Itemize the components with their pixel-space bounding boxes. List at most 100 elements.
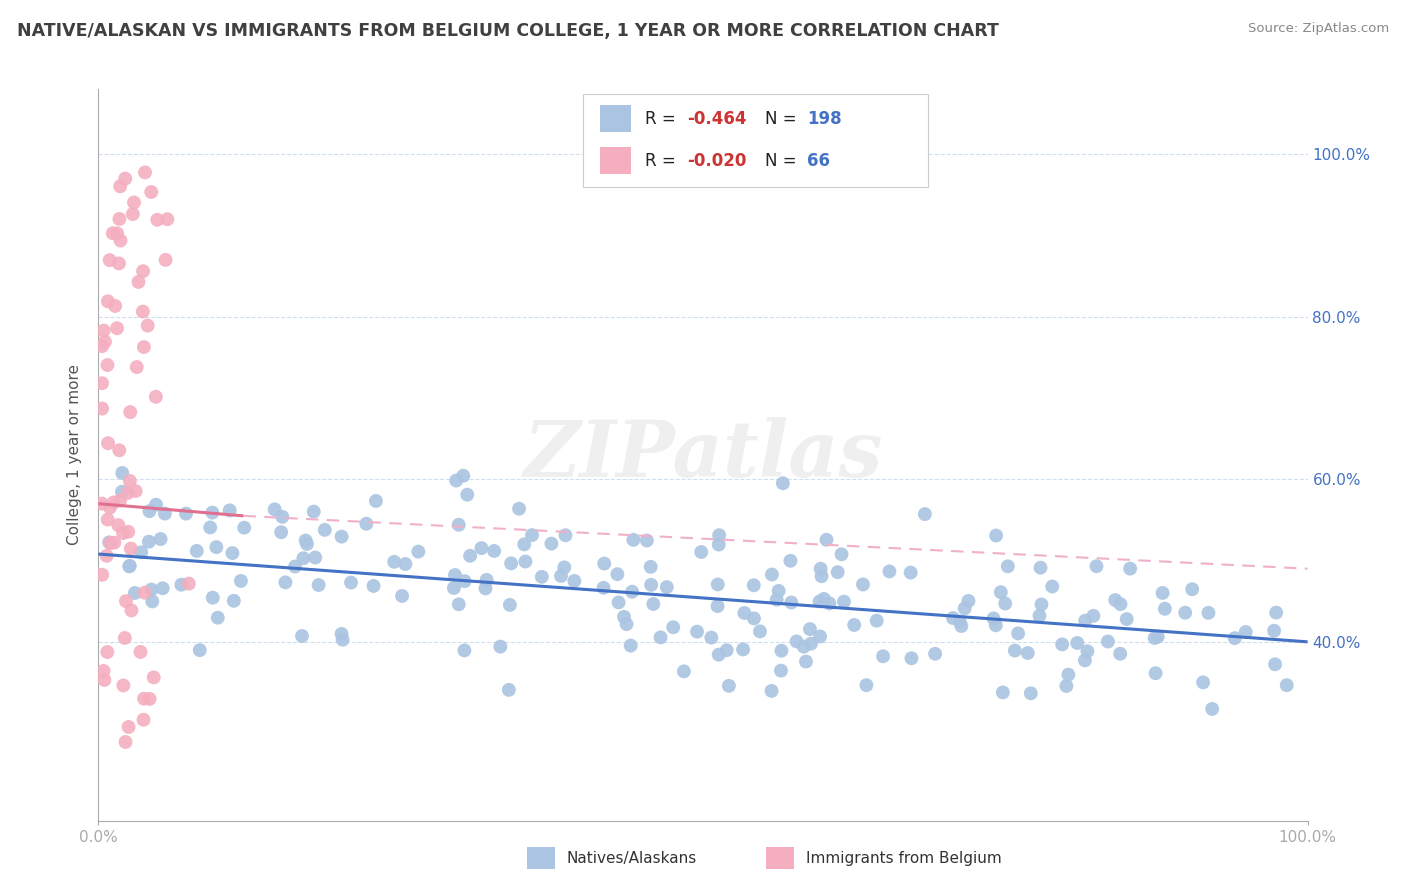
Point: [122, 195, 145, 210]
Point: [672, 665, 695, 679]
Point: [284, 559, 307, 574]
Point: [408, 544, 430, 558]
Point: [302, 505, 325, 519]
Point: [292, 551, 315, 566]
Text: 66: 66: [807, 152, 830, 169]
Point: [620, 639, 643, 653]
Point: [1201, 702, 1223, 716]
Point: [731, 642, 754, 657]
Point: [470, 541, 492, 555]
Point: [91, 339, 114, 353]
Point: [120, 541, 142, 556]
Point: [132, 264, 155, 278]
Point: [93, 664, 115, 678]
Point: [132, 340, 155, 354]
Text: NATIVE/ALASKAN VS IMMIGRANTS FROM BELGIUM COLLEGE, 1 YEAR OR MORE CORRELATION CH: NATIVE/ALASKAN VS IMMIGRANTS FROM BELGIU…: [17, 22, 998, 40]
Point: [274, 575, 297, 590]
Point: [138, 534, 160, 549]
Text: Immigrants from Belgium: Immigrants from Belgium: [806, 851, 1001, 865]
Point: [520, 528, 543, 542]
Point: [447, 597, 470, 611]
Text: -0.464: -0.464: [688, 110, 747, 128]
Text: -0.020: -0.020: [688, 152, 747, 169]
Point: [314, 523, 336, 537]
Point: [1104, 593, 1126, 607]
Point: [91, 497, 114, 511]
Point: [700, 631, 723, 645]
Point: [498, 682, 520, 697]
Point: [482, 544, 505, 558]
Point: [444, 568, 467, 582]
Point: [98, 253, 121, 268]
Point: [447, 517, 470, 532]
Text: 198: 198: [807, 110, 842, 128]
Point: [155, 252, 177, 267]
Point: [707, 577, 730, 591]
Point: [132, 691, 155, 706]
Point: [1197, 606, 1219, 620]
Point: [97, 436, 120, 450]
Point: [129, 645, 152, 659]
Point: [141, 594, 163, 608]
Point: [1004, 643, 1026, 657]
Point: [117, 486, 139, 500]
Point: [294, 533, 316, 548]
Point: [308, 578, 330, 592]
Point: [621, 533, 644, 547]
Point: [813, 591, 835, 606]
Point: [111, 484, 134, 499]
Point: [330, 627, 353, 641]
Point: [263, 502, 285, 516]
Point: [786, 634, 808, 648]
Point: [103, 535, 125, 549]
Point: [707, 537, 730, 551]
Point: [132, 304, 155, 318]
Point: [363, 579, 385, 593]
Point: [93, 673, 115, 687]
Point: [138, 504, 160, 518]
Point: [201, 506, 224, 520]
Point: [200, 520, 222, 534]
Point: [108, 256, 131, 270]
Point: [218, 503, 240, 517]
Point: [364, 494, 387, 508]
Point: [127, 275, 149, 289]
Point: [957, 594, 980, 608]
Point: [810, 569, 832, 583]
Point: [145, 390, 167, 404]
Point: [686, 624, 709, 639]
Point: [1275, 678, 1298, 692]
Point: [690, 545, 713, 559]
Point: [650, 631, 672, 645]
Point: [221, 546, 243, 560]
Point: [508, 501, 530, 516]
Point: [145, 498, 167, 512]
Point: [1083, 608, 1105, 623]
Point: [733, 606, 755, 620]
Point: [515, 555, 537, 569]
Point: [174, 507, 197, 521]
Text: ZIPatlas: ZIPatlas: [523, 417, 883, 493]
Point: [749, 624, 772, 639]
Point: [1234, 625, 1257, 640]
Text: R =: R =: [645, 110, 682, 128]
Point: [707, 648, 730, 662]
Point: [489, 640, 512, 654]
Point: [768, 583, 790, 598]
Point: [96, 549, 118, 563]
Point: [1115, 612, 1137, 626]
Point: [141, 582, 163, 597]
Point: [93, 324, 115, 338]
Point: [643, 597, 665, 611]
Point: [1076, 644, 1098, 658]
Point: [900, 651, 922, 665]
Point: [117, 524, 139, 539]
Point: [188, 643, 211, 657]
Point: [91, 376, 114, 391]
Point: [953, 601, 976, 615]
Point: [117, 720, 139, 734]
Point: [295, 537, 318, 551]
Point: [1040, 580, 1063, 594]
Text: N =: N =: [765, 110, 801, 128]
Point: [97, 512, 120, 526]
